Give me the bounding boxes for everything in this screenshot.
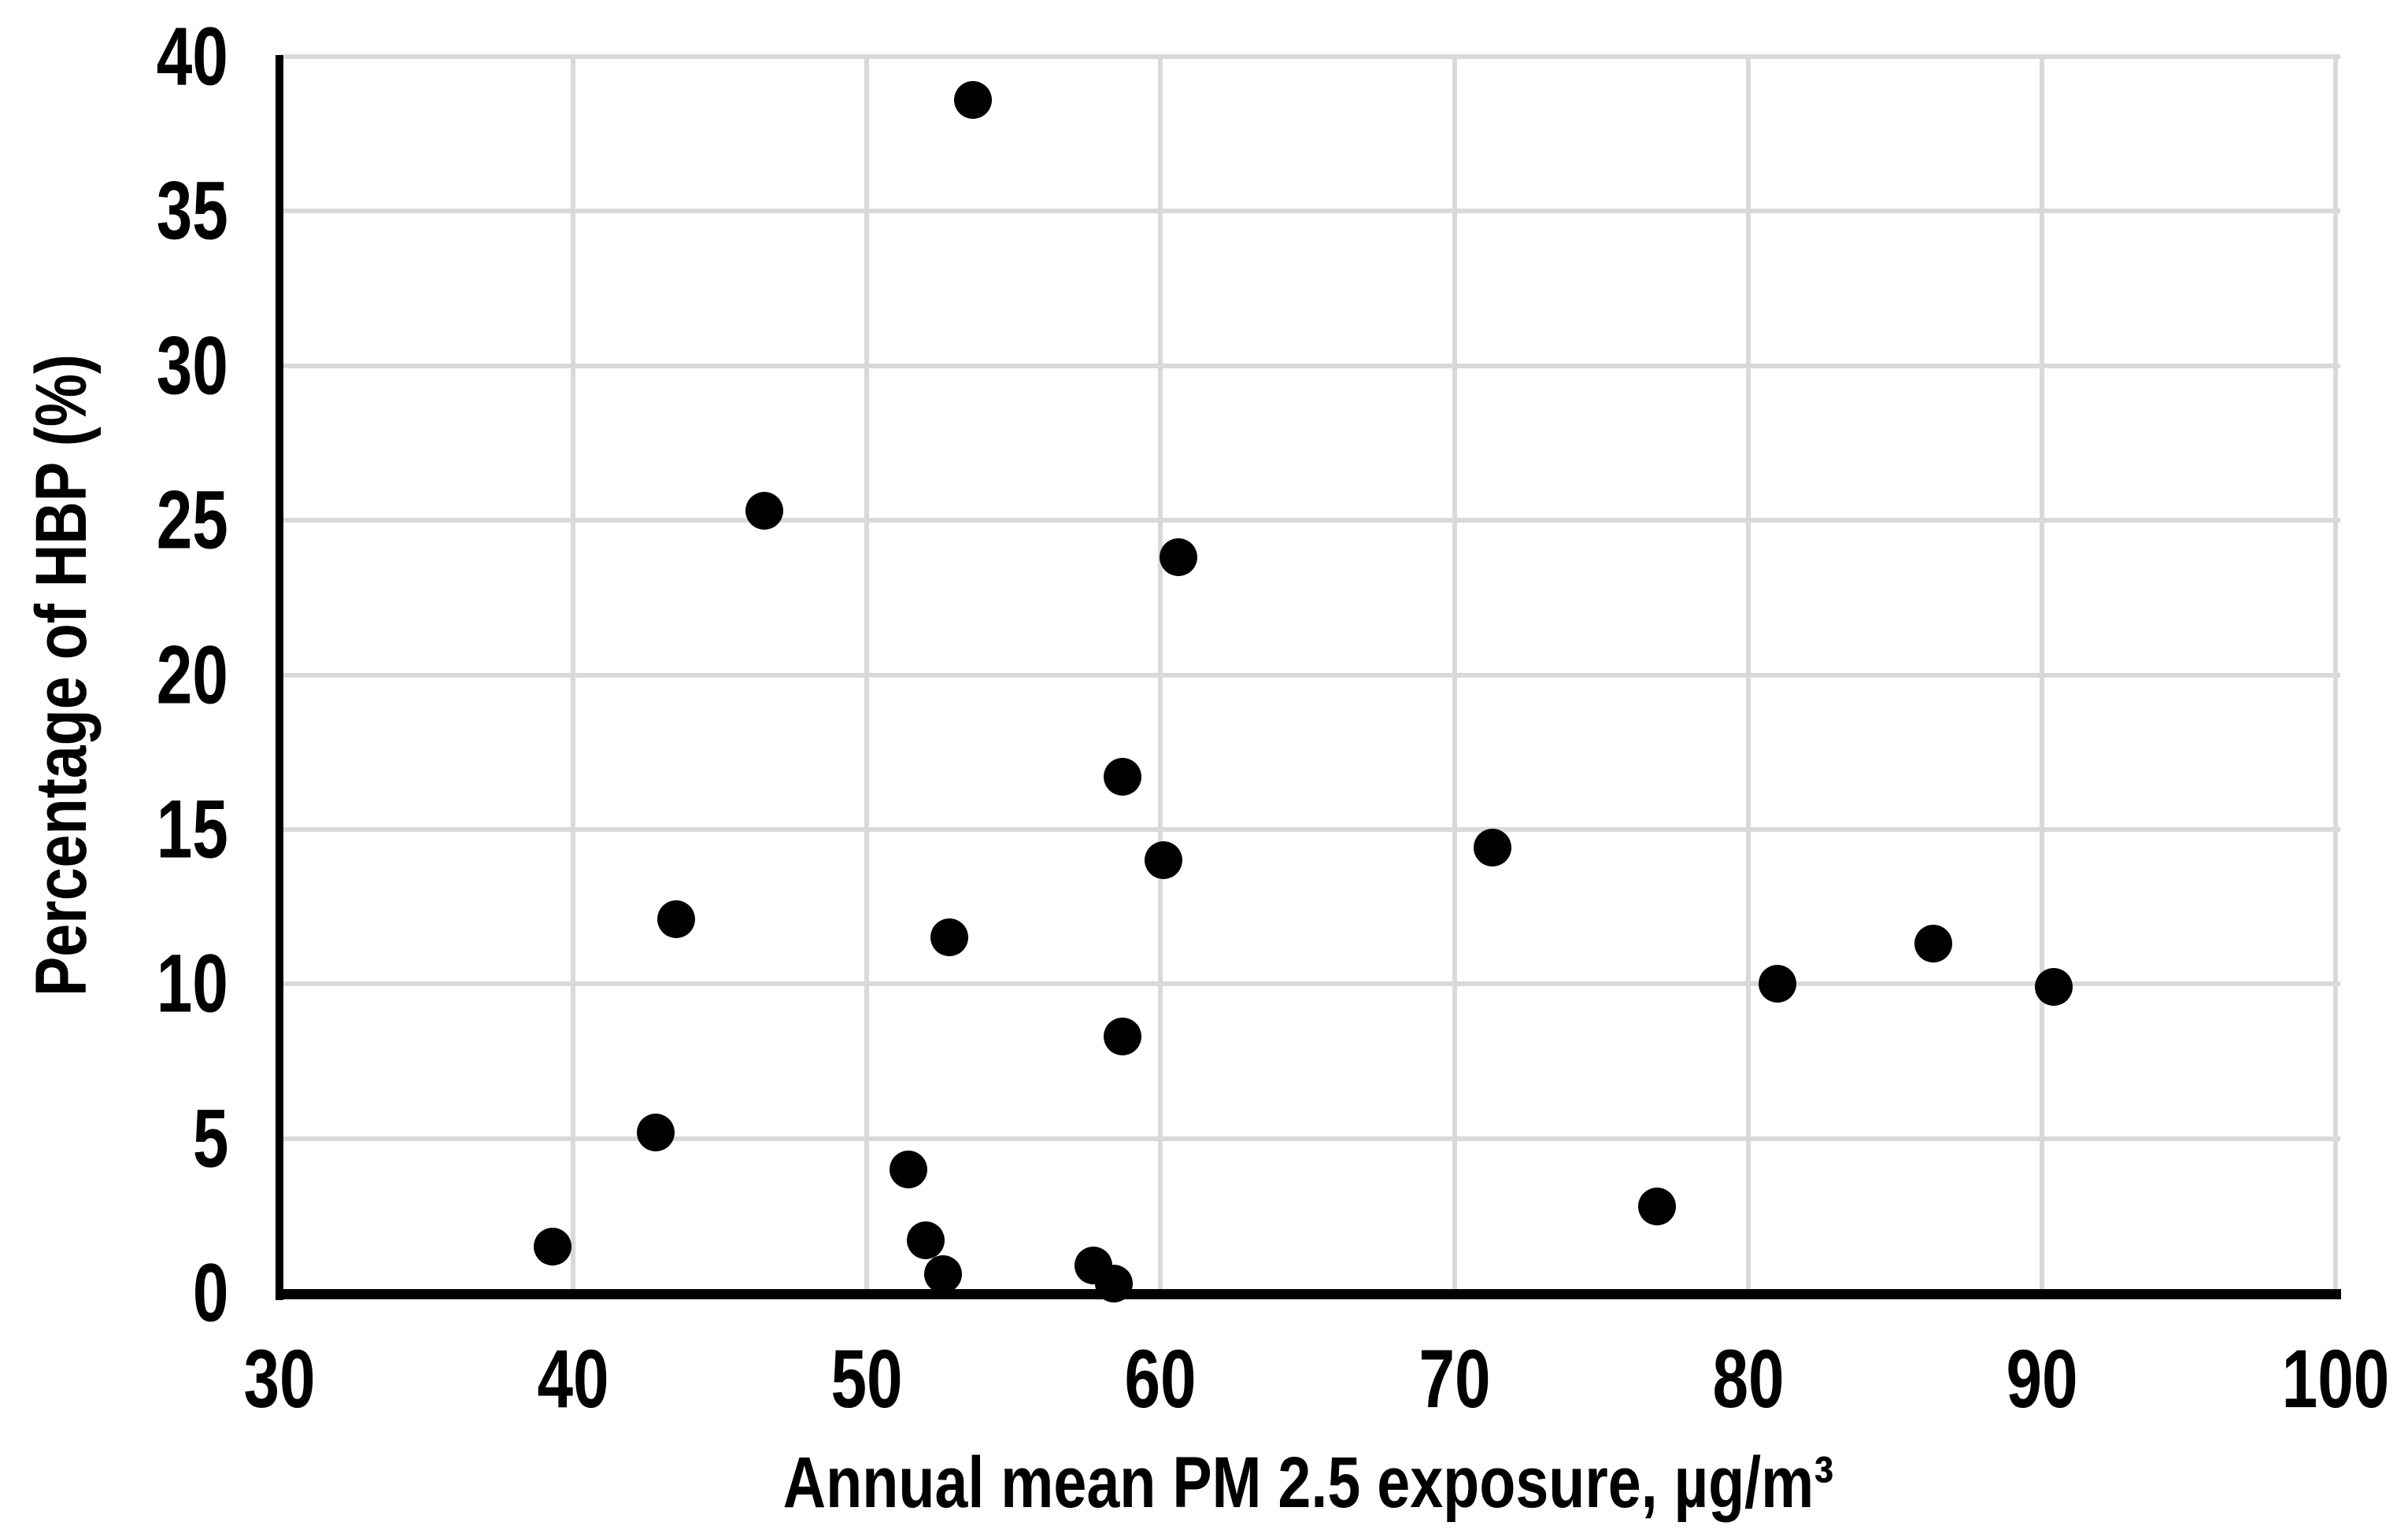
x-tick-label: 60 xyxy=(1124,1333,1197,1425)
horizontal-gridline xyxy=(279,518,2340,523)
y-tick-label: 25 xyxy=(156,474,228,567)
horizontal-gridline xyxy=(279,54,2340,59)
data-point xyxy=(1094,1265,1133,1303)
data-point xyxy=(2034,968,2073,1007)
horizontal-gridline xyxy=(279,826,2340,832)
y-tick-label: 0 xyxy=(192,1247,228,1339)
x-tick-label: 70 xyxy=(1419,1333,1491,1425)
data-point xyxy=(930,918,968,957)
x-tick-label: 40 xyxy=(537,1333,609,1425)
horizontal-gridline xyxy=(279,1136,2340,1141)
data-point xyxy=(924,1255,963,1294)
x-tick-label: 50 xyxy=(830,1333,903,1425)
horizontal-gridline xyxy=(279,981,2340,987)
y-tick-label: 20 xyxy=(156,629,228,721)
y-axis-title: Percentage of HBP (%) xyxy=(21,353,102,997)
data-point xyxy=(1638,1188,1677,1226)
x-axis-line xyxy=(276,1289,2341,1299)
x-tick-label: 90 xyxy=(2006,1333,2078,1425)
data-point xyxy=(657,900,695,938)
x-tick-label: 100 xyxy=(2281,1333,2390,1425)
x-axis-title: Annual mean PM 2.5 exposure, µg/m³ xyxy=(782,1443,1834,1523)
data-point xyxy=(745,492,783,530)
y-axis-line xyxy=(276,55,283,1300)
data-point xyxy=(953,80,992,119)
data-point xyxy=(906,1221,945,1260)
data-point xyxy=(534,1228,572,1266)
y-tick-label: 35 xyxy=(156,164,228,257)
y-tick-label: 40 xyxy=(156,10,228,103)
horizontal-gridline xyxy=(279,209,2340,214)
x-tick-label: 30 xyxy=(243,1333,316,1425)
data-point xyxy=(1103,758,1141,796)
data-point xyxy=(1145,841,1183,880)
data-point xyxy=(1103,1018,1141,1056)
data-point xyxy=(1759,965,1797,1003)
y-tick-label: 15 xyxy=(156,783,228,876)
horizontal-gridline xyxy=(279,363,2340,368)
y-tick-label: 5 xyxy=(192,1092,228,1185)
y-tick-label: 10 xyxy=(156,937,228,1030)
data-point xyxy=(636,1113,675,1151)
data-point xyxy=(1474,829,1512,867)
data-point xyxy=(1159,538,1197,577)
data-point xyxy=(889,1150,927,1188)
data-point xyxy=(1914,925,1952,963)
horizontal-gridline xyxy=(279,672,2340,678)
y-tick-label: 30 xyxy=(156,320,228,412)
x-tick-label: 80 xyxy=(1712,1333,1785,1425)
